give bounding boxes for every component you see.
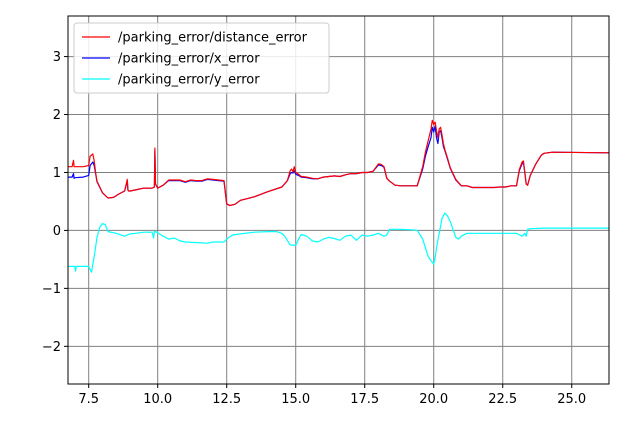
y-tick-label: 1: [53, 166, 61, 181]
legend: /parking_error/distance_error/parking_er…: [73, 22, 330, 94]
legend-box: [73, 22, 330, 94]
x-tick-label: 25.0: [557, 392, 586, 407]
x-tick-label: 7.5: [78, 392, 99, 407]
x-tick-label: 15.0: [281, 392, 310, 407]
y-tick-label: 0: [53, 224, 61, 239]
x-tick-label: 22.5: [488, 392, 517, 407]
x-tick-label: 17.5: [350, 392, 379, 407]
y-tick-label: 2: [53, 108, 61, 123]
series-line: [68, 125, 610, 207]
series-line: [68, 212, 609, 273]
series-lines: [68, 119, 610, 273]
legend-label: /parking_error/y_error: [118, 73, 260, 88]
grid: [68, 16, 609, 384]
y-tick-label: −1: [42, 282, 61, 297]
axis-ticks: 7.5 10.0 12.5 15.0 17.5 20.0 22.5 25.0 −2 −1 0 1 2 3: [42, 50, 586, 407]
y-tick-label: 3: [53, 50, 61, 65]
y-tick-label: −2: [42, 340, 61, 355]
series-line: [68, 119, 610, 207]
legend-label: /parking_error/distance_error: [118, 31, 308, 46]
plot-frame: [67, 15, 610, 385]
x-tick-label: 12.5: [212, 392, 241, 407]
x-tick-label: 10.0: [143, 392, 172, 407]
legend-label: /parking_error/x_error: [118, 52, 260, 67]
x-tick-label: 20.0: [419, 392, 448, 407]
